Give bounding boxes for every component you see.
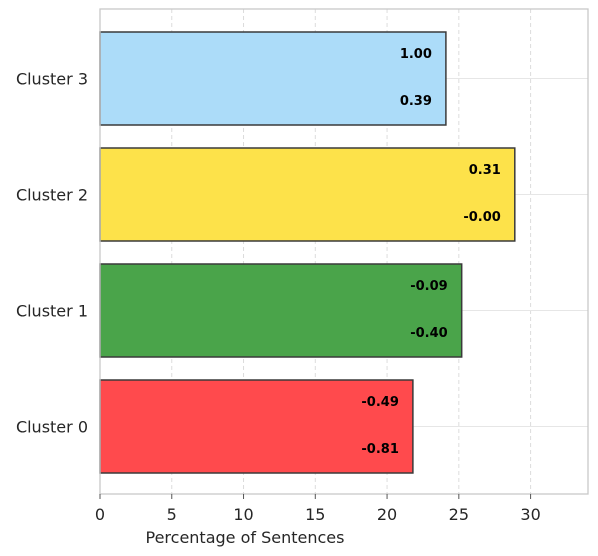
y-tick-label: Cluster 1: [16, 302, 88, 321]
x-tick-label: 20: [377, 505, 397, 524]
bar-annotation-upper: 1.00: [400, 47, 432, 62]
ticks-layer: 0 5 10 15 20 25 30 Cluster 0 Cluster 1 Cluster 2 C…: [16, 70, 541, 525]
bar-annotation-upper: -0.09: [410, 279, 447, 294]
bar-cluster-3: [99, 31, 447, 126]
x-axis-title: Percentage of Sentences: [146, 528, 345, 547]
bar-cluster-0: [99, 379, 414, 474]
bar-annotation-upper: -0.49: [361, 395, 398, 410]
bar-annotation-upper: 0.31: [469, 163, 501, 178]
bar-annotation-lower: -0.40: [410, 326, 447, 341]
bar-cluster-2: [99, 147, 516, 242]
x-tick-label: 5: [167, 505, 177, 524]
y-tick-label: Cluster 0: [16, 418, 88, 437]
plot-frame: [99, 8, 589, 495]
bar-annotation-lower: 0.39: [400, 94, 432, 109]
x-tick-label: 25: [449, 505, 469, 524]
x-tick-label: 30: [520, 505, 540, 524]
bar-annotation-lower: -0.00: [463, 210, 500, 225]
bar-cluster-1: [99, 263, 463, 358]
y-tick-label: Cluster 2: [16, 186, 88, 205]
bars-layer: -0.49 -0.81 -0.09 -0.40 0.31 -0.00 1.00 0.39: [99, 31, 516, 474]
bar-annotation-lower: -0.81: [361, 442, 398, 457]
y-tick-label: Cluster 3: [16, 70, 88, 89]
x-tick-label: 15: [305, 505, 325, 524]
x-tick-label: 10: [233, 505, 253, 524]
x-tick-label: 0: [95, 505, 105, 524]
